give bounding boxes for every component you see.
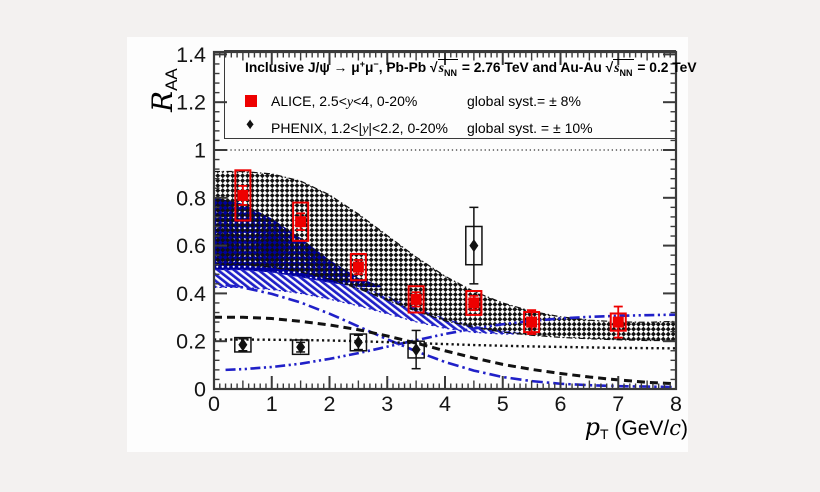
y-tick-label: 1.2 (176, 91, 206, 115)
alice-syst-box (234, 169, 252, 222)
phenix-data-point (296, 340, 306, 354)
x-tick-label: 3 (381, 392, 393, 416)
x-tick-label: 5 (497, 392, 509, 416)
black-diamond-icon: ♦ (246, 116, 255, 133)
x-tick-label: 2 (324, 392, 336, 416)
alice-data-point (295, 216, 307, 228)
model-curve-blue-dashdot-falling (225, 283, 676, 389)
legend-alice-label: ALICE, 2.5<y<4, 0-20% (271, 93, 417, 111)
alice-data-point (237, 189, 249, 201)
alice-syst-box (465, 290, 483, 316)
legend-title-snn-sub: NN (444, 68, 457, 78)
x-axis-unit-c: c (669, 416, 681, 440)
y-tick-label: 0.4 (176, 282, 206, 306)
x-tick-label: 1 (266, 392, 278, 416)
y-tick-label: 1 (194, 138, 206, 162)
y-tick-label: 0.2 (176, 330, 206, 354)
phenix-syst-box (291, 339, 310, 356)
arrow-icon: → (333, 60, 348, 75)
phenix-syst-box (349, 333, 368, 352)
alice-label-post: <4, 0-20% (353, 93, 418, 109)
alice-data-point (468, 297, 480, 309)
x-axis-subscript: T (599, 426, 609, 442)
phenix-data-point (469, 239, 479, 253)
y-tick-label: 0.6 (176, 234, 206, 258)
alice-data-point (612, 316, 624, 328)
legend-title-sup-minus: − (373, 59, 379, 69)
phenix-label-pre: PHENIX, 1.2<| (271, 120, 363, 136)
model-band-black-crosshatch-band-upper-edge (214, 170, 676, 323)
phenix-label-y: y (362, 122, 369, 137)
y-tick-label: 1.4 (176, 43, 206, 67)
model-curve-black-dashed (214, 315, 676, 386)
model-curve-blue-dashdotdot-rising (225, 313, 676, 372)
phenix-label-post: |<2.2, 0-20% (368, 120, 448, 136)
legend-title-energy2: = 0.2 TeV (633, 60, 697, 75)
legend-title-system: , Pb-Pb (378, 60, 431, 75)
phenix-syst-box (234, 336, 252, 353)
legend-title-mu2: μ (364, 60, 374, 75)
legend-title: Inclusive J/ψ → μ+μ−, Pb-Pb √sNN = 2.76 … (245, 59, 697, 79)
alice-data-point (352, 261, 364, 273)
phenix-data-point (353, 335, 363, 349)
model-band-black-crosshatch-band (214, 171, 676, 341)
alice-label-y: y (346, 95, 354, 110)
x-axis-title: pT (GeV/c) (528, 413, 688, 442)
x-axis-symbol: p (584, 413, 600, 441)
legend-title-text: Inclusive J/ψ (245, 60, 334, 75)
phenix-global-syst: global syst. = ± 10% (467, 120, 593, 136)
alice-syst-box (349, 252, 367, 282)
legend-row-alice: ALICE, 2.5<y<4, 0-20% global syst.= ± 8% (225, 92, 675, 110)
x-axis-unit: (GeV/ (608, 417, 670, 440)
legend-title-energy1: = 2.76 TeV and Au-Au (458, 60, 606, 75)
x-tick-label: 8 (670, 392, 682, 416)
model-curve-black-dotted (214, 338, 676, 350)
legend-title-s2: s (614, 60, 620, 75)
legend-phenix-label: PHENIX, 1.2<|y|<2.2, 0-20% (271, 120, 448, 138)
legend-row-phenix: ♦ PHENIX, 1.2<|y|<2.2, 0-20% global syst… (225, 116, 675, 138)
legend-box: Inclusive J/ψ → μ+μ−, Pb-Pb √sNN = 2.76 … (224, 50, 697, 139)
y-axis-symbol: R (146, 90, 179, 112)
sqrt-icon: √ (430, 60, 438, 75)
alice-data-point (526, 316, 538, 328)
x-tick-label: 6 (555, 392, 567, 416)
y-axis-subscript: AA (162, 68, 181, 91)
alice-label-pre: ALICE, 2.5< (271, 93, 347, 109)
alice-syst-box (292, 201, 310, 242)
phenix-data-point (411, 343, 421, 357)
x-tick-label: 7 (612, 392, 624, 416)
phenix-data-point (238, 338, 248, 352)
y-tick-label: 0.8 (176, 186, 206, 210)
x-tick-label: 4 (439, 392, 451, 416)
model-band-black-crosshatch-band-lower-edge (214, 264, 676, 342)
legend-title-mu: μ (347, 60, 360, 75)
y-tick-label: 0 (194, 378, 206, 402)
x-tick-label: 0 (208, 392, 220, 416)
alice-data-point (410, 293, 422, 305)
alice-global-syst: global syst.= ± 8% (467, 93, 581, 109)
red-square-icon (245, 95, 257, 107)
alice-syst-box (407, 285, 425, 314)
sqrt-icon: √ (605, 60, 614, 75)
legend-title-sup-plus: + (359, 59, 365, 69)
model-band-blue-hatch-band (214, 269, 521, 335)
x-axis-unit-close: ) (681, 417, 688, 440)
legend-title-s: s (438, 60, 444, 75)
y-axis-title: RAA (146, 68, 182, 112)
legend-title-snn-sub2: NN (619, 68, 633, 78)
